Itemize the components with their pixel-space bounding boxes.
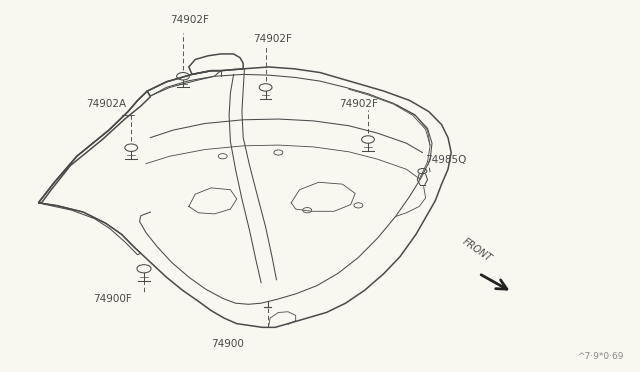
Text: FRONT: FRONT [461, 237, 494, 264]
Text: 74902F: 74902F [339, 99, 378, 109]
Text: 74900F: 74900F [93, 295, 132, 304]
Text: 74902F: 74902F [170, 16, 209, 25]
Text: 74902F: 74902F [253, 34, 292, 44]
Text: 74985Q: 74985Q [426, 155, 467, 165]
Text: 74902A: 74902A [86, 99, 127, 109]
Text: ^7·9*0·69: ^7·9*0·69 [577, 352, 624, 361]
Text: 74900: 74900 [211, 339, 244, 349]
